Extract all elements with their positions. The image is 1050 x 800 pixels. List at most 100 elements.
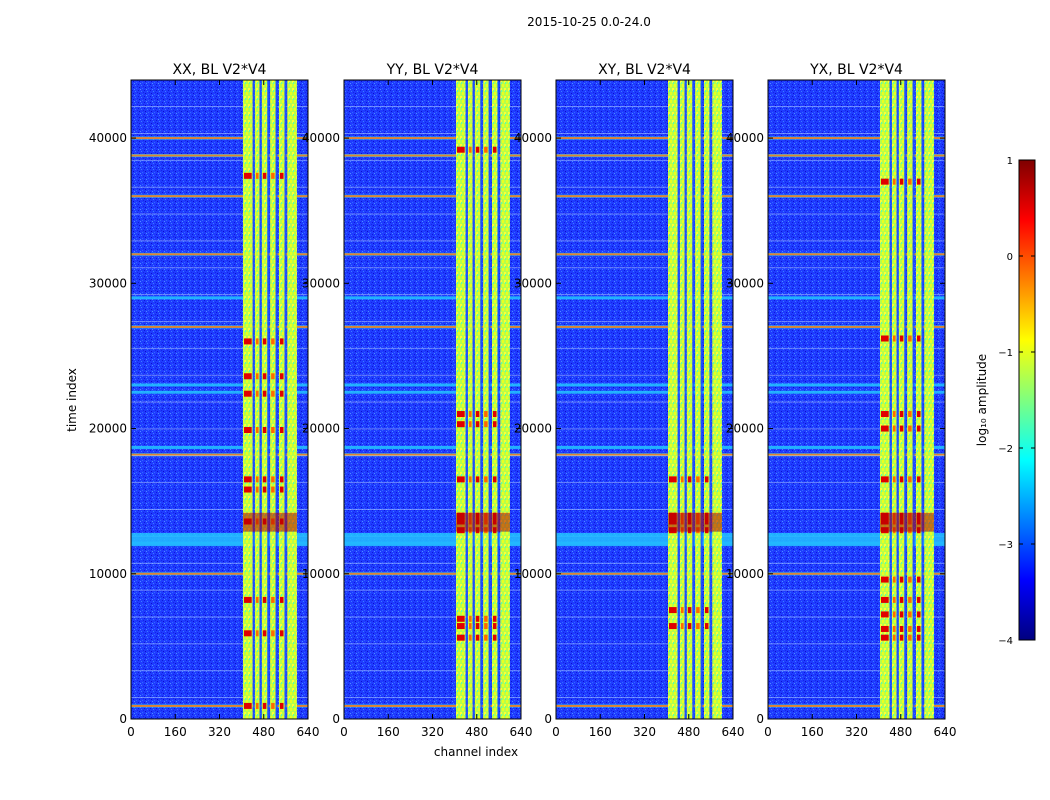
- rfi-row: [556, 453, 733, 456]
- hot-spot: [255, 172, 259, 179]
- flag-row: [556, 390, 733, 394]
- hot-spot: [669, 607, 677, 614]
- rfi-band: [278, 80, 285, 719]
- grid-streak: [344, 643, 521, 645]
- rfi-band: [270, 80, 276, 719]
- hot-spot: [892, 425, 896, 432]
- hot-spot: [475, 411, 480, 418]
- hot-spot: [279, 373, 284, 380]
- hot-spot: [916, 178, 921, 185]
- flag-row: [131, 533, 308, 537]
- hot-spot: [279, 702, 284, 709]
- rfi-band: [456, 80, 466, 719]
- rfi-band: [491, 80, 498, 719]
- hot-spot: [457, 421, 465, 428]
- hot-spot: [484, 421, 488, 428]
- flag-row: [131, 296, 308, 300]
- y-tick-label: 20000: [726, 422, 764, 436]
- hot-spot: [892, 596, 896, 603]
- hot-spot: [279, 630, 284, 637]
- hot-spot: [262, 476, 267, 483]
- rfi-row: [768, 137, 945, 140]
- hot-spot: [255, 596, 259, 603]
- hot-spot: [916, 335, 921, 342]
- x-tick-label: 480: [252, 725, 275, 739]
- grid-streak: [556, 213, 733, 215]
- flag-row: [556, 296, 733, 300]
- heatmap-background: [344, 80, 521, 719]
- flag-row: [556, 445, 733, 449]
- panel-title: XY, BL V2*V4: [598, 62, 691, 78]
- grid-streak: [556, 643, 733, 645]
- panel-1: XX, BL V2*V4 0 160 320 480 640 0 10000 20000 3000…: [89, 62, 320, 739]
- band-gap: [275, 80, 278, 719]
- grid-streak: [131, 482, 308, 484]
- hot-spot: [262, 596, 267, 603]
- band-gap: [480, 80, 483, 719]
- grid-streak: [768, 455, 945, 457]
- hot-spot: [881, 625, 889, 632]
- hot-block: [243, 512, 297, 532]
- rfi-band: [898, 80, 905, 719]
- hot-spot: [484, 146, 488, 153]
- rfi-row: [768, 154, 945, 157]
- hot-spot: [271, 476, 275, 483]
- hot-spot: [484, 615, 488, 622]
- y-tick-label: 20000: [89, 422, 127, 436]
- flag-row: [131, 445, 308, 449]
- hot-spot: [908, 476, 912, 483]
- flag-row: [768, 383, 945, 387]
- hot-block: [456, 512, 510, 532]
- y-tick-label: 20000: [514, 422, 552, 436]
- hot-spot: [669, 623, 677, 630]
- hot-spot: [916, 425, 921, 432]
- grid-streak: [131, 455, 308, 457]
- hot-spot: [680, 623, 684, 630]
- hot-spot: [262, 373, 267, 380]
- grid-streak: [556, 106, 733, 107]
- grid-streak: [344, 374, 521, 376]
- hot-spot: [244, 476, 252, 483]
- grid-streak: [131, 347, 308, 349]
- hot-spot: [892, 625, 896, 632]
- hot-spot: [271, 338, 275, 345]
- grid-streak: [556, 455, 733, 457]
- hot-spot: [262, 172, 267, 179]
- hot-spot: [916, 611, 921, 618]
- colorbar-tick-label: −2: [998, 444, 1013, 455]
- grid-streak: [556, 670, 733, 672]
- y-tick-label: 0: [332, 712, 340, 726]
- rfi-row: [131, 325, 308, 328]
- grid-streak: [556, 589, 733, 591]
- rfi-row: [131, 704, 308, 707]
- hot-spot: [899, 178, 904, 185]
- band-gap: [472, 80, 475, 719]
- hot-spot: [908, 576, 912, 583]
- band-gap: [497, 80, 500, 719]
- hot-spot: [916, 476, 921, 483]
- hot-spot: [244, 596, 252, 603]
- x-tick-label: 480: [677, 725, 700, 739]
- x-tick-label: 640: [510, 725, 533, 739]
- hot-spot: [908, 335, 912, 342]
- hot-spot: [279, 476, 284, 483]
- hot-spot: [468, 634, 472, 641]
- hot-block: [668, 512, 722, 532]
- rfi-row: [344, 137, 521, 140]
- x-tick-label: 160: [801, 725, 824, 739]
- y-tick-label: 40000: [726, 131, 764, 145]
- band-gap: [465, 80, 468, 719]
- hot-spot: [881, 178, 889, 185]
- panel-3: XY, BL V2*V4 0 160 320 480 640 0 10000 20000 3000…: [514, 62, 745, 739]
- grid-streak: [556, 428, 733, 430]
- hot-spot: [916, 634, 921, 641]
- grid-streak: [768, 697, 945, 699]
- grid-streak: [344, 616, 521, 618]
- cyan-band: [344, 536, 521, 547]
- grid-streak: [344, 186, 521, 188]
- y-tick-label: 30000: [302, 276, 340, 290]
- grid-streak: [556, 294, 733, 296]
- hot-spot: [704, 476, 709, 483]
- hot-spot: [492, 615, 497, 622]
